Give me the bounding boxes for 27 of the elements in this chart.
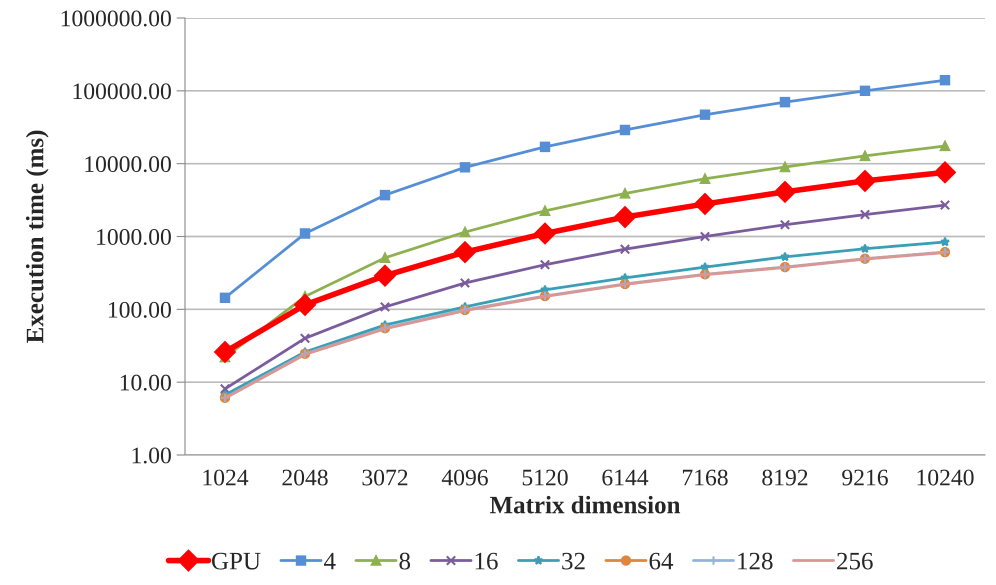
legend-label: 32 [562,552,585,570]
y-tick-label: 1000.00 [97,228,171,246]
legend-label: 128 [738,552,773,570]
y-tick-label: 100.00 [108,302,171,318]
legend-label: 8 [399,552,410,570]
x-tick-label: 8192 [762,470,808,486]
x-tick-label: 5120 [522,470,568,486]
x-tick-label: 9216 [842,470,888,486]
legend-label: 256 [837,552,873,570]
y-axis-title: Execution time (ms) [26,130,49,343]
x-tick-label: 2048 [282,470,328,486]
x-axis-title: Matrix dimension [490,496,680,514]
x-tick-label: 10240 [918,470,974,486]
x-tick-label: 6144 [602,470,648,486]
x-tick-label: 7168 [682,470,728,486]
y-tick-label: 10000.00 [85,156,171,172]
y-tick-label: 10.00 [120,374,171,391]
y-tick-label: 100000.00 [74,83,171,100]
legend-label: GPU [212,552,260,570]
y-tick-label: 1.00 [132,447,171,464]
x-tick-label: 4096 [442,470,488,486]
x-tick-label: 1024 [203,470,248,486]
x-tick-label: 3072 [362,470,408,486]
legend-label: 16 [476,552,498,570]
legend-label: 4 [324,552,336,570]
legend-label: 64 [650,552,674,570]
y-tick-label: 1000000.00 [62,10,171,27]
